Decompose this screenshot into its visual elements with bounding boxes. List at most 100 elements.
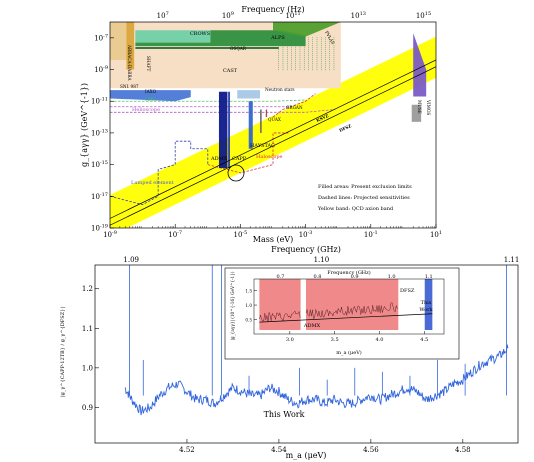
top-x-tick-label: 10-9 bbox=[103, 230, 117, 239]
label-pvlas: PVLAS bbox=[324, 30, 336, 45]
inset-admx-limit-curve bbox=[259, 310, 301, 322]
top-x-tick-label: 10-3 bbox=[299, 230, 313, 239]
label-vimos: VIMOS bbox=[426, 99, 431, 115]
top-x-tick-label: 10-7 bbox=[168, 230, 182, 239]
label-lumped-element: Lumped element bbox=[131, 180, 174, 186]
region-muse bbox=[411, 104, 422, 122]
projected-sensitivity-lines bbox=[110, 93, 336, 206]
plot-frame bbox=[109, 21, 437, 229]
capp-highlight-circle bbox=[227, 164, 245, 182]
bottom-y-tick-label: 0.9 bbox=[82, 404, 93, 412]
bottom-y-tick-label: 1.1 bbox=[82, 325, 93, 333]
top-x-tick-label: 10-1 bbox=[364, 230, 378, 239]
top-frequency-tick-label: 1013 bbox=[351, 11, 366, 20]
region-capp bbox=[228, 91, 231, 169]
inset-regions bbox=[259, 279, 433, 330]
top-y-tick-label: 10-17 bbox=[91, 192, 108, 201]
label-shaft: SHAFT bbox=[146, 56, 151, 71]
region-organ bbox=[265, 109, 268, 118]
label-lbw: LBW bbox=[145, 97, 156, 102]
bottom-y-ticks: 0.9 1.0 1.1 1.2 bbox=[82, 285, 99, 412]
inset-label-admx: ADMX bbox=[303, 323, 321, 329]
inset-label-dfsz: DFSZ bbox=[400, 288, 415, 294]
top-frequency-tick-label: 109 bbox=[222, 11, 234, 20]
legend-note-filled: Filled areas: Present exclusion limits bbox=[318, 184, 412, 190]
bottom-x-tick-label: 4.52 bbox=[179, 446, 195, 454]
region-shaft bbox=[126, 22, 135, 70]
top-frequency-tick-label: 107 bbox=[157, 11, 169, 20]
bottom-x-tick-label: 4.54 bbox=[271, 446, 287, 454]
resonance-spikes bbox=[129, 265, 507, 396]
bottom-x-ticks: 4.52 4.54 4.56 4.58 bbox=[179, 439, 471, 454]
top-x-ticks: 10-9 10-7 10-5 10-3 10-1 101 bbox=[103, 224, 442, 239]
model-lines bbox=[110, 59, 436, 226]
bottom-plot-frame bbox=[94, 264, 519, 444]
inset-dfsz-line bbox=[259, 313, 433, 323]
inset-x-tick-label: 4.0 bbox=[375, 337, 383, 343]
label-quax: QUAX bbox=[268, 117, 281, 122]
region-vimos bbox=[413, 33, 427, 97]
region-admx bbox=[218, 91, 228, 169]
projected-lbw bbox=[110, 99, 306, 102]
region-crows bbox=[135, 30, 211, 43]
label-neutron-stars: Neutron stars bbox=[265, 87, 295, 92]
top-legend-notes: Filled areas: Present exclusion limits D… bbox=[317, 184, 412, 212]
top-y-tick-label: 10-19 bbox=[91, 224, 108, 233]
inset-x-tick-label: 4.5 bbox=[420, 337, 428, 343]
top-frequency-label: Frequency (Hz) bbox=[241, 5, 304, 14]
region-quax bbox=[260, 109, 262, 133]
label-ksvz: KSVZ bbox=[315, 113, 329, 123]
legend-note-band: Yellow band: QCD axion band bbox=[317, 206, 394, 212]
inset-y-ticks: 0.5 1.0 1.5 bbox=[245, 289, 257, 323]
top-y-tick-label: 10-11 bbox=[91, 97, 108, 106]
bottom-y-axis-label: |g_γ^{CAPP-12TB} / g_γ^{DFSZ}| bbox=[59, 307, 66, 397]
label-osqar: OSQAR bbox=[230, 46, 247, 51]
top-y-ticks: 10-7 10-9 10-11 10-13 10-15 10-17 10-19 bbox=[91, 33, 114, 233]
inset-frequency-tick-label: 0.7 bbox=[276, 274, 284, 280]
label-dfsz: DFSZ bbox=[338, 123, 352, 133]
top-y-tick-label: 10-9 bbox=[94, 65, 108, 74]
inset-region-admx bbox=[305, 279, 399, 330]
exclusion-regions bbox=[110, 22, 427, 169]
bottom-frequency-tick-label: 1.09 bbox=[123, 256, 139, 264]
label-helioscope: Helioscope bbox=[132, 107, 160, 113]
top-x-tick-label: 101 bbox=[430, 230, 442, 239]
inset-y-tick-label: 0.5 bbox=[245, 318, 252, 323]
bottom-panel: Frequency (GHz) 1.09 1.10 1.11 4.52 4.54 4.5… bbox=[59, 245, 519, 460]
label-sn1987: SN1 987 bbox=[120, 84, 139, 89]
model-line-dfsz bbox=[110, 66, 436, 226]
inset-frequency-tick-label: 1.0 bbox=[388, 274, 396, 280]
inset-x-ticks: 3.0 3.5 4.0 4.5 bbox=[286, 331, 428, 343]
bottom-frequency-tick-label: 1.10 bbox=[314, 256, 330, 264]
top-frequency-tick-label: 1015 bbox=[416, 11, 431, 20]
label-alps: ALPS bbox=[270, 35, 285, 41]
inset-x-axis-label: m_a (μeV) bbox=[336, 349, 362, 356]
projected-haloscope bbox=[207, 132, 289, 174]
label-muse: MUSE bbox=[417, 100, 422, 114]
inset-x-tick-label: 3.0 bbox=[286, 337, 294, 343]
label-crows: CROWS bbox=[190, 31, 211, 37]
model-line-ksvz bbox=[110, 59, 436, 219]
bottom-frequency-tick-label: 1.11 bbox=[504, 256, 520, 264]
top-y-tick-label: 10-13 bbox=[91, 128, 108, 137]
region-abracadabra bbox=[110, 22, 127, 60]
label-cast: CAST bbox=[223, 68, 238, 74]
inset-frequency-tick-label: 1.1 bbox=[425, 274, 433, 280]
top-frequency-tick-label: 1011 bbox=[285, 11, 300, 20]
label-haloscope: Haloscope bbox=[256, 154, 283, 160]
projected-helioscope bbox=[110, 109, 336, 113]
qcd-axion-band bbox=[110, 36, 436, 228]
inset-chart: Frequency (GHz) 0.7 0.8 0.9 1.0 1.1 3.0 3.5 4.… bbox=[224, 267, 460, 360]
top-x-axis-label: Mass (eV) bbox=[253, 235, 293, 244]
bottom-x-axis-label: m_a (μeV) bbox=[286, 451, 327, 460]
projected-haloscope-high bbox=[272, 93, 316, 118]
top-y-tick-label: 10-15 bbox=[91, 160, 108, 169]
inset-y-tick-label: 1.0 bbox=[245, 303, 252, 308]
inset-label-this-work-2: Work bbox=[419, 307, 433, 313]
inset-frequency-tick-label: 0.8 bbox=[314, 274, 322, 280]
region-osqar bbox=[135, 47, 279, 49]
inset-plot-frame bbox=[253, 278, 445, 335]
region-labels: ABRACA-DABRA SHAFT CROWS ALPS PVLAS OSQA… bbox=[120, 30, 431, 186]
inset-y-tick-label: 1.5 bbox=[245, 289, 252, 294]
